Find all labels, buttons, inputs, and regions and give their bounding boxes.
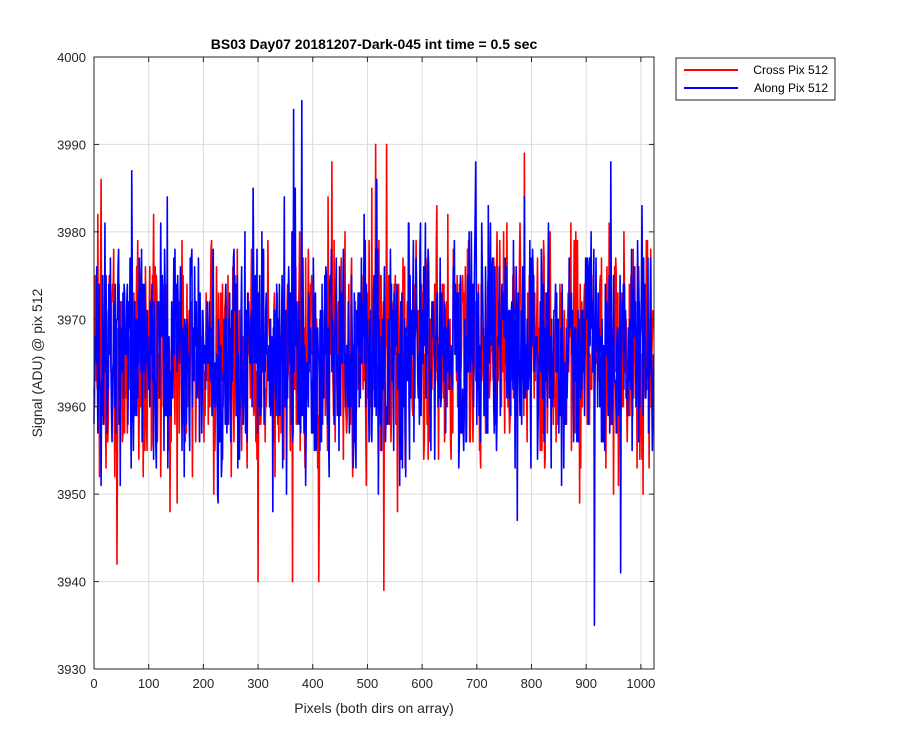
axis-ticks: [93, 56, 654, 670]
x-tick-label: 300: [247, 676, 269, 691]
y-tick-label: 3980: [57, 225, 86, 240]
y-tick-label: 3970: [57, 312, 86, 327]
x-axis-label: Pixels (both dirs on array): [294, 700, 454, 716]
y-axis-label: Signal (ADU) @ pix 512: [29, 288, 45, 437]
chart-title: BS03 Day07 20181207-Dark-045 int time = …: [211, 36, 538, 52]
x-tick-label: 100: [138, 676, 160, 691]
x-tick-label: 800: [521, 676, 543, 691]
series-along-pix-512: [93, 99, 655, 627]
series-line-along-pix-512: [93, 99, 655, 627]
x-tick-label: 200: [193, 676, 215, 691]
legend: Cross Pix 512 Along Pix 512: [675, 57, 836, 101]
y-tick-label: 3950: [57, 487, 86, 502]
x-tick-label: 700: [466, 676, 488, 691]
y-tick-label: 3940: [57, 575, 86, 590]
x-tick-labels: 0 100 200 300 400 500 600 700 800 900 1000: [90, 676, 655, 691]
y-tick-label: 3960: [57, 400, 86, 415]
y-tick-label: 3930: [57, 662, 86, 677]
x-tick-label: 1000: [626, 676, 655, 691]
legend-label-cross: Cross Pix 512: [753, 63, 828, 77]
y-tick-labels: 3930 3940 3950 3960 3970 3980 3990 4000: [57, 50, 86, 677]
y-tick-label: 3990: [57, 137, 86, 152]
y-tick-label: 4000: [57, 50, 86, 65]
x-tick-label: 500: [357, 676, 379, 691]
x-tick-label: 600: [411, 676, 433, 691]
legend-label-along: Along Pix 512: [754, 81, 828, 95]
x-tick-label: 0: [90, 676, 97, 691]
plot-frame: [93, 56, 655, 670]
legend-box: [675, 57, 836, 101]
x-tick-label: 900: [575, 676, 597, 691]
x-tick-label: 400: [302, 676, 324, 691]
